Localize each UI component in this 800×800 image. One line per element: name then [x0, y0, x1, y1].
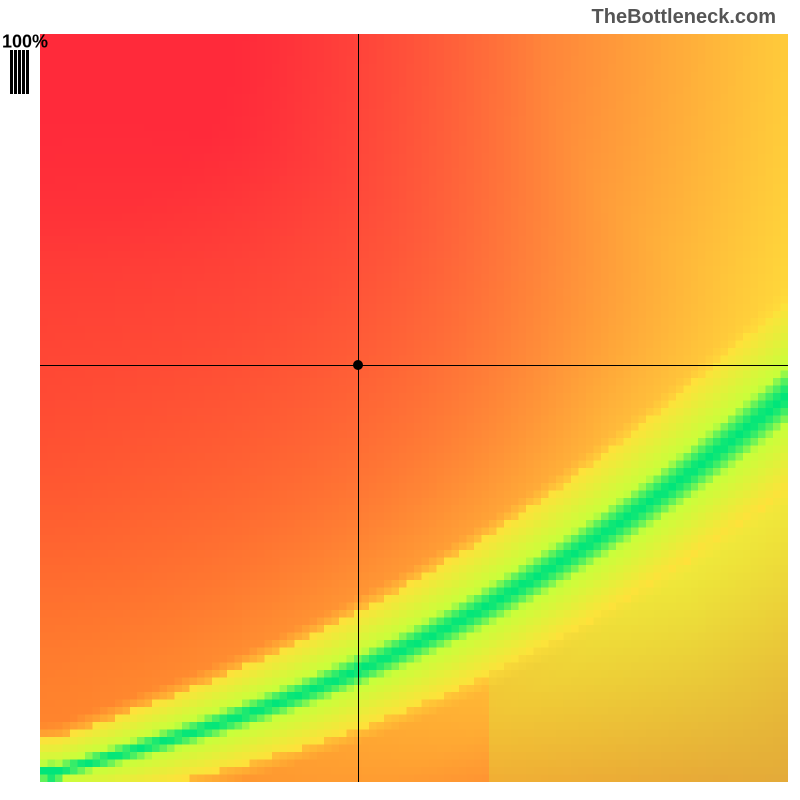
yaxis-tickmark — [26, 50, 29, 94]
marker-dot — [353, 360, 363, 370]
chart-container: TheBottleneck.com 100% — [0, 0, 800, 800]
yaxis-tickmark — [18, 50, 21, 94]
yaxis-tickmark — [22, 50, 25, 94]
yaxis-tickmark — [10, 50, 13, 94]
yaxis-tickmark — [14, 50, 17, 94]
plot-area — [40, 34, 788, 782]
watermark-text: TheBottleneck.com — [592, 6, 776, 29]
crosshair-vertical — [358, 34, 359, 782]
heatmap-canvas — [40, 34, 788, 782]
crosshair-horizontal — [40, 365, 788, 366]
